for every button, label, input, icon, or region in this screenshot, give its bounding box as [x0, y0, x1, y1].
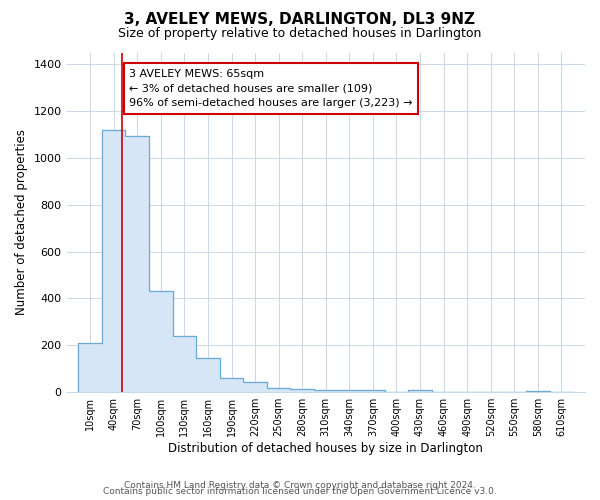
- Text: Contains HM Land Registry data © Crown copyright and database right 2024.: Contains HM Land Registry data © Crown c…: [124, 481, 476, 490]
- Text: Size of property relative to detached houses in Darlington: Size of property relative to detached ho…: [118, 28, 482, 40]
- Y-axis label: Number of detached properties: Number of detached properties: [15, 130, 28, 316]
- X-axis label: Distribution of detached houses by size in Darlington: Distribution of detached houses by size …: [169, 442, 483, 455]
- Text: 3 AVELEY MEWS: 65sqm
← 3% of detached houses are smaller (109)
96% of semi-detac: 3 AVELEY MEWS: 65sqm ← 3% of detached ho…: [130, 69, 413, 108]
- Text: Contains public sector information licensed under the Open Government Licence v3: Contains public sector information licen…: [103, 488, 497, 496]
- Text: 3, AVELEY MEWS, DARLINGTON, DL3 9NZ: 3, AVELEY MEWS, DARLINGTON, DL3 9NZ: [125, 12, 476, 28]
